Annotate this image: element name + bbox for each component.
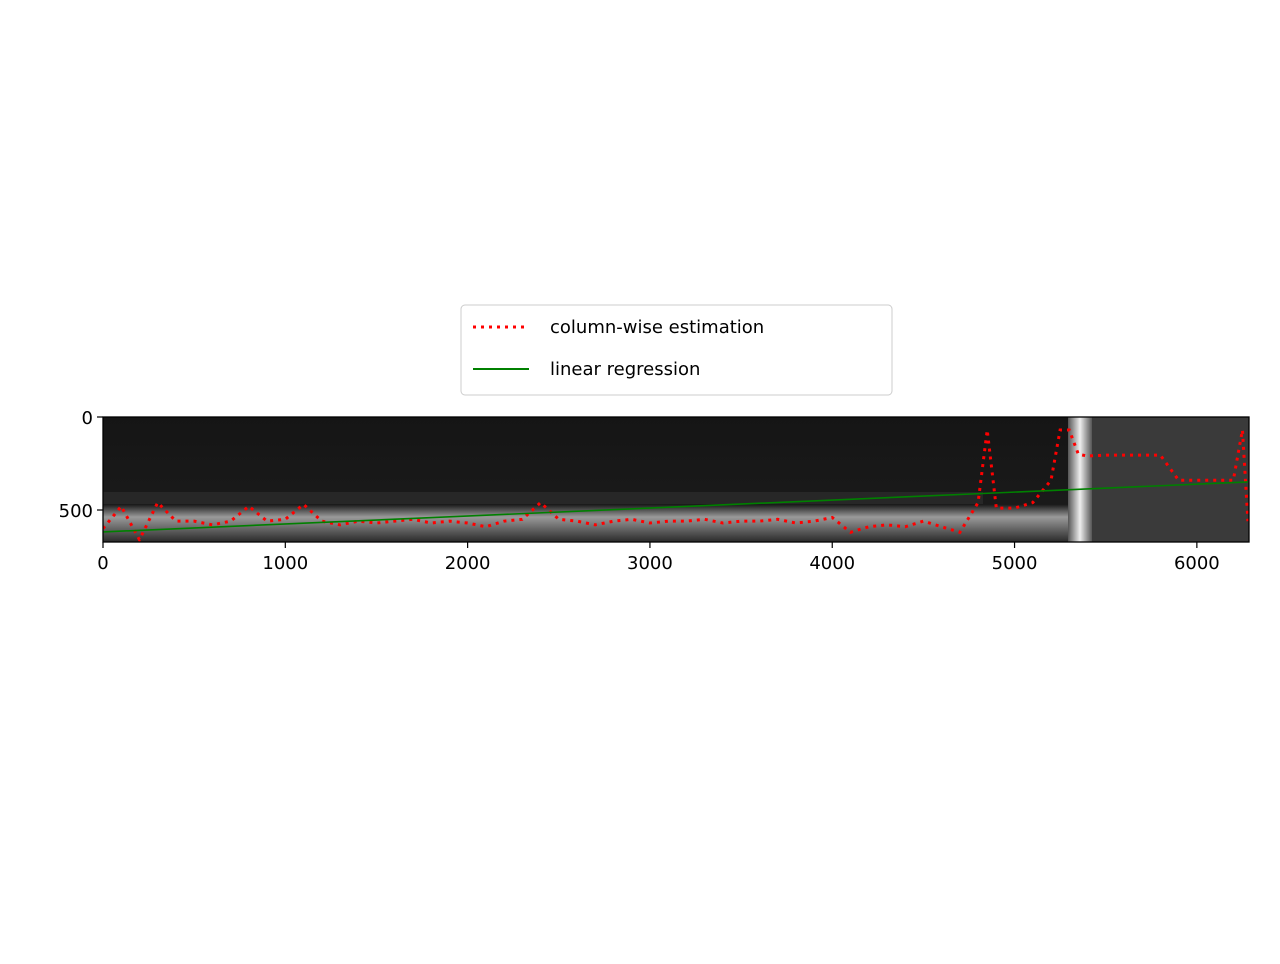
legend-label: linear regression xyxy=(550,359,700,380)
legend-label: column-wise estimation xyxy=(550,317,764,338)
series-line xyxy=(103,481,1248,533)
x-tick-label: 4000 xyxy=(809,553,855,574)
y-tick-label: 0 xyxy=(82,408,93,429)
plot-area xyxy=(103,428,1249,542)
x-tick-label: 2000 xyxy=(445,553,491,574)
x-tick-label: 3000 xyxy=(627,553,673,574)
image-region xyxy=(1070,417,1249,542)
series-line xyxy=(103,428,1249,542)
image-region xyxy=(103,492,983,504)
x-tick-label: 0 xyxy=(97,553,108,574)
legend: column-wise estimation linear regression xyxy=(460,304,893,396)
axes-frame xyxy=(102,416,1250,543)
y-tick-label: 500 xyxy=(59,501,93,522)
image-background xyxy=(103,417,1249,542)
x-tick-label: 6000 xyxy=(1174,553,1220,574)
legend-box xyxy=(460,304,893,396)
x-tick-label: 5000 xyxy=(992,553,1038,574)
x-tick-label: 1000 xyxy=(262,553,308,574)
